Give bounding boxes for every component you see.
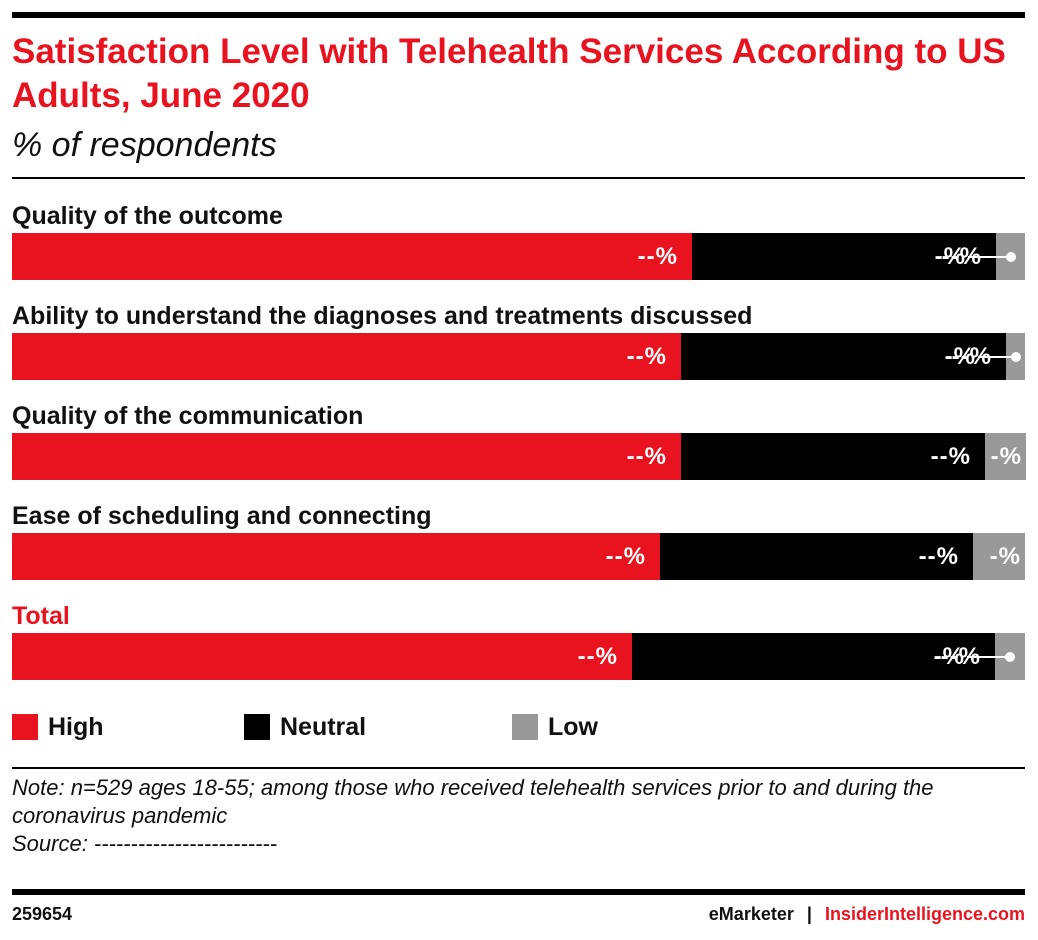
bar-segment-low	[973, 533, 1025, 580]
category-label-ease-of-scheduling-and-connecting: Ease of scheduling and connecting	[12, 502, 432, 530]
note-block: Note: n=529 ages 18-55; among those who …	[12, 774, 1025, 858]
category-label-ability-to-understand-the-diagnoses-and-treatments-discussed: Ability to understand the diagnoses and …	[12, 302, 753, 330]
legend-swatch-neutral	[244, 714, 270, 740]
data-label-low: -%	[989, 543, 1021, 570]
bar-segment-neutral	[632, 633, 995, 680]
data-label-low: -%	[933, 643, 965, 670]
bar-row-quality-of-the-outcome: --% --% -%	[12, 233, 1025, 280]
brand-separator: |	[806, 904, 812, 924]
top-rule	[12, 12, 1025, 18]
data-label-high: --%	[637, 243, 678, 270]
bar-segment-neutral	[692, 233, 996, 280]
footer-brand: eMarketer | InsiderIntelligence.com	[709, 904, 1025, 925]
data-label-neutral: --%	[930, 443, 971, 470]
bar-row-ability-to-understand-the-diagnoses-and-treatments-discussed: --% --% -%	[12, 333, 1025, 380]
source-text: Source: -------------------------	[12, 831, 278, 856]
data-label-high: --%	[577, 643, 618, 670]
data-label-low: -%	[990, 443, 1022, 470]
note-text: Note: n=529 ages 18-55; among those who …	[12, 775, 934, 828]
category-label-total: Total	[12, 602, 70, 630]
bar-row-ease-of-scheduling-and-connecting: --% --% -%	[12, 533, 1025, 580]
data-label-high: --%	[605, 543, 646, 570]
chart-subtitle: % of respondents	[12, 126, 277, 164]
legend-swatch-low	[512, 714, 538, 740]
leader-dot	[1005, 652, 1015, 662]
legend-label-high: High	[48, 713, 104, 741]
leader-dot	[1006, 252, 1016, 262]
bar-segment-high	[12, 233, 692, 280]
footer-rule	[12, 889, 1025, 895]
data-label-low: -%	[944, 343, 976, 370]
data-label-high: --%	[626, 443, 667, 470]
bar-row-total: --% --% -%	[12, 633, 1025, 680]
bar-segment-high	[12, 533, 660, 580]
leader-line	[978, 356, 1016, 358]
bar-segment-low	[985, 433, 1026, 480]
legend-swatch-high	[12, 714, 38, 740]
data-label-high: --%	[626, 343, 667, 370]
bar-segment-neutral	[681, 433, 985, 480]
bar-segment-high	[12, 433, 681, 480]
chart-title: Satisfaction Level with Telehealth Servi…	[12, 32, 1006, 115]
data-label-neutral: --%	[918, 543, 959, 570]
data-label-low: -%	[934, 243, 966, 270]
legend-label-neutral: Neutral	[280, 713, 367, 741]
bar-segment-high	[12, 633, 632, 680]
insider-intelligence-link[interactable]: InsiderIntelligence.com	[824, 904, 1025, 924]
note-rule	[12, 767, 1025, 769]
bar-row-quality-of-the-communication: --% --% -%	[12, 433, 1026, 480]
emarketer-brand: eMarketer	[708, 904, 794, 924]
chart-id: 259654	[12, 904, 73, 924]
leader-dot	[1011, 352, 1021, 362]
bar-segment-high	[12, 333, 681, 380]
leader-line	[968, 256, 1011, 258]
category-label-quality-of-the-communication: Quality of the communication	[12, 402, 364, 430]
header-rule	[12, 177, 1025, 179]
category-label-quality-of-the-outcome: Quality of the outcome	[12, 202, 283, 230]
leader-line	[967, 656, 1010, 658]
legend-label-low: Low	[548, 713, 598, 741]
bar-segment-neutral	[681, 333, 1006, 380]
bar-segment-neutral	[660, 533, 973, 580]
